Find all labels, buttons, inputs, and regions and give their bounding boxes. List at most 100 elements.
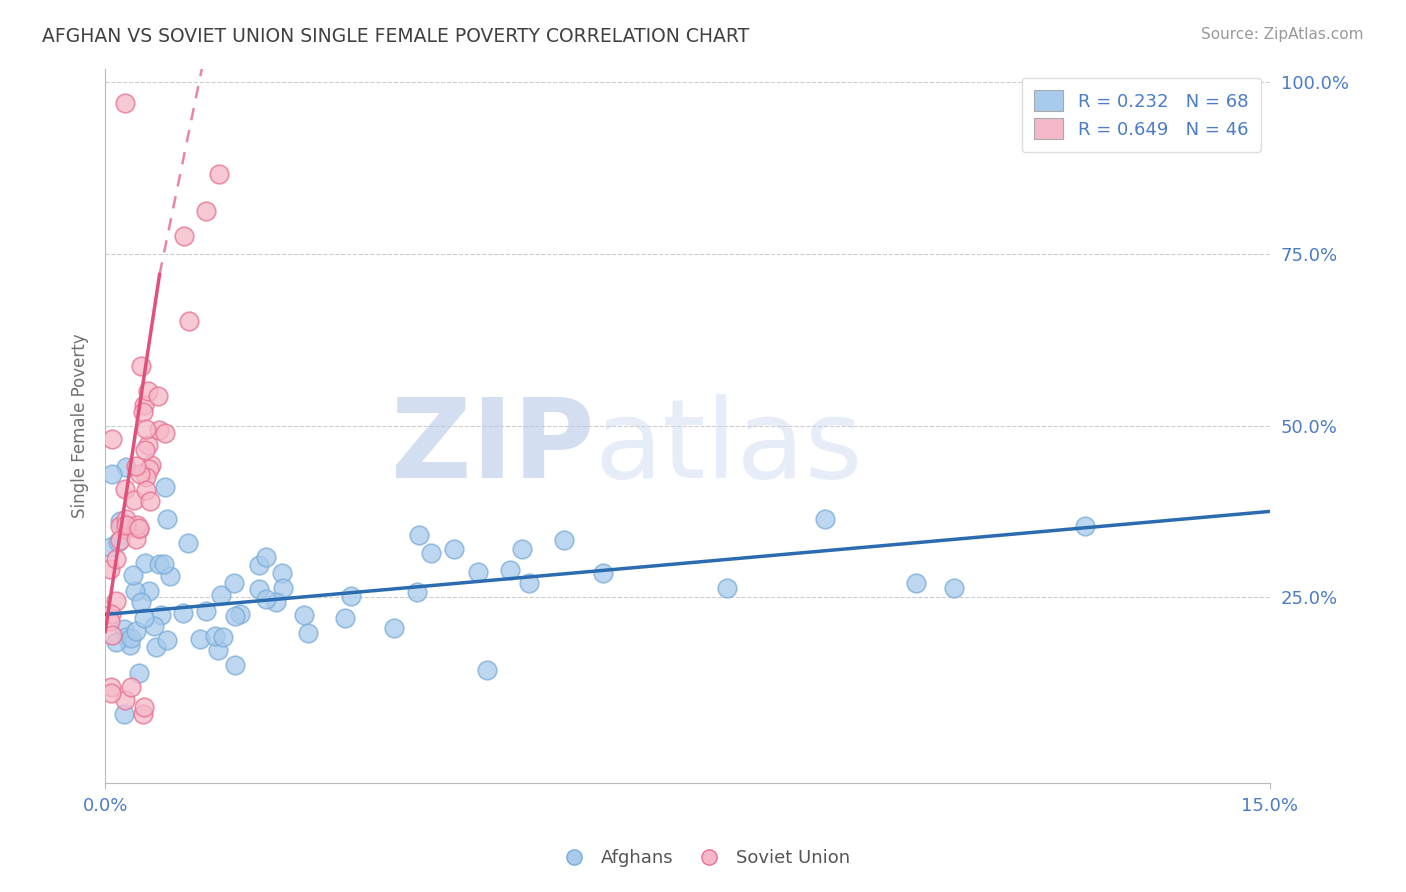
Point	[100, 607, 122, 622]
Point	[904, 576, 927, 591]
Point	[177, 314, 200, 328]
Point	[100, 686, 122, 700]
Point	[135, 483, 157, 497]
Point	[125, 532, 148, 546]
Y-axis label: Single Female Poverty: Single Female Poverty	[72, 334, 89, 518]
Point	[517, 576, 540, 591]
Point	[122, 492, 145, 507]
Point	[114, 693, 136, 707]
Point	[138, 584, 160, 599]
Point	[420, 546, 443, 560]
Point	[159, 569, 181, 583]
Point	[104, 635, 127, 649]
Point	[100, 628, 122, 642]
Text: atlas: atlas	[595, 393, 863, 500]
Point	[100, 680, 122, 694]
Point	[340, 589, 363, 603]
Point	[114, 522, 136, 536]
Point	[177, 536, 200, 550]
Text: AFGHAN VS SOVIET UNION SINGLE FEMALE POVERTY CORRELATION CHART: AFGHAN VS SOVIET UNION SINGLE FEMALE POV…	[42, 27, 749, 45]
Point	[247, 558, 270, 572]
Point	[256, 550, 278, 565]
Point	[510, 541, 533, 556]
Point	[100, 562, 122, 576]
Point	[135, 470, 157, 484]
Point	[254, 591, 277, 606]
Point	[128, 522, 150, 536]
Point	[172, 607, 194, 621]
Point	[475, 664, 498, 678]
Point	[499, 563, 522, 577]
Point	[145, 640, 167, 655]
Point	[1073, 518, 1095, 533]
Text: ZIP: ZIP	[391, 393, 595, 500]
Point	[98, 540, 121, 554]
Point	[114, 95, 136, 110]
Point	[120, 638, 142, 652]
Point	[247, 582, 270, 596]
Point	[271, 581, 294, 595]
Point	[139, 458, 162, 472]
Point	[156, 633, 179, 648]
Point	[129, 359, 152, 374]
Point	[108, 518, 131, 533]
Point	[114, 622, 136, 636]
Point	[101, 467, 124, 481]
Point	[122, 567, 145, 582]
Point	[188, 632, 211, 647]
Point	[204, 629, 226, 643]
Point	[384, 621, 406, 635]
Point	[129, 467, 152, 481]
Point	[136, 384, 159, 399]
Point	[408, 527, 430, 541]
Point	[100, 614, 122, 628]
Point	[134, 700, 156, 714]
Legend: R = 0.232   N = 68, R = 0.649   N = 46: R = 0.232 N = 68, R = 0.649 N = 46	[1022, 78, 1261, 152]
Point	[100, 433, 122, 447]
Point	[211, 630, 233, 644]
Point	[152, 557, 174, 571]
Point	[467, 566, 489, 580]
Point	[134, 443, 156, 458]
Point	[146, 389, 169, 403]
Point	[209, 588, 232, 602]
Point	[134, 610, 156, 624]
Point	[292, 608, 315, 623]
Legend: Afghans, Soviet Union: Afghans, Soviet Union	[548, 842, 858, 874]
Point	[108, 533, 131, 548]
Point	[148, 557, 170, 571]
Point	[115, 512, 138, 526]
Point	[138, 493, 160, 508]
Point	[229, 607, 252, 621]
Point	[124, 583, 146, 598]
Point	[297, 625, 319, 640]
Point	[207, 642, 229, 657]
Point	[132, 706, 155, 721]
Point	[104, 552, 127, 566]
Point	[138, 461, 160, 475]
Point	[173, 229, 195, 244]
Point	[114, 482, 136, 496]
Point	[716, 581, 738, 595]
Point	[224, 608, 246, 623]
Point	[128, 666, 150, 681]
Point	[208, 167, 231, 181]
Point	[136, 438, 159, 452]
Point	[125, 459, 148, 474]
Point	[132, 405, 155, 419]
Point	[115, 518, 138, 533]
Point	[153, 425, 176, 440]
Point	[155, 480, 177, 494]
Point	[222, 576, 245, 591]
Point	[134, 398, 156, 412]
Point	[120, 631, 142, 645]
Point	[942, 581, 965, 595]
Point	[195, 604, 218, 618]
Point	[149, 607, 172, 622]
Text: Source: ZipAtlas.com: Source: ZipAtlas.com	[1201, 27, 1364, 42]
Point	[194, 203, 217, 218]
Point	[120, 680, 142, 694]
Point	[107, 535, 129, 549]
Point	[443, 542, 465, 557]
Point	[592, 566, 614, 581]
